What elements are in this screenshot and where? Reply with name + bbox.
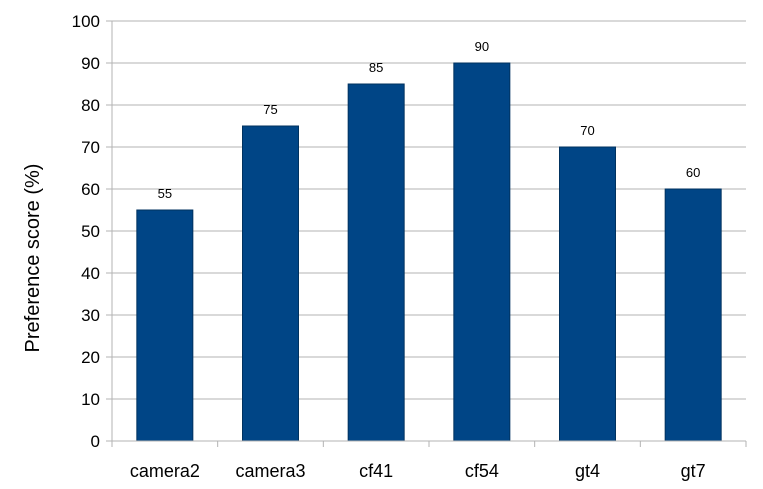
data-label-camera3: 75 [263,102,277,117]
bar-cf41 [347,83,405,442]
bar-camera3 [242,125,299,442]
axes [106,20,747,447]
x-tick-label-cf41: cf41 [359,461,393,481]
y-tick-labels: 0 10 20 30 40 50 60 70 80 90 100 [72,12,100,451]
y-tick-label: 60 [81,180,100,199]
bar-gt4 [559,146,616,442]
y-tick-label: 90 [81,54,100,73]
x-tick-label-cf54: cf54 [465,461,499,481]
y-tick-label: 40 [81,264,100,283]
x-tick-label-gt4: gt4 [575,461,600,481]
data-label-camera2: 55 [158,186,172,201]
bar-cf54 [453,62,511,442]
data-label-gt7: 60 [686,165,700,180]
x-tick-label-camera3: camera3 [235,461,305,481]
y-tick-label: 80 [81,96,100,115]
x-tick-labels: camera2 camera3 cf41 cf54 gt4 gt7 [130,461,706,481]
gridlines [112,20,746,400]
bar-gt7 [664,188,722,442]
x-tick-label-camera2: camera2 [130,461,200,481]
y-tick-label: 20 [81,348,100,367]
data-label-cf54: 90 [475,39,489,54]
y-tick-label: 50 [81,222,100,241]
data-label-cf41: 85 [369,60,383,75]
data-labels: 55 75 85 90 70 60 [158,39,701,201]
y-tick-label: 70 [81,138,100,157]
bar-camera2 [136,209,194,442]
y-tick-label: 10 [81,390,100,409]
y-tick-label: 30 [81,306,100,325]
y-tick-label: 0 [91,432,100,451]
y-axis-label: Preference score (%) [22,164,44,353]
y-tick-label: 100 [72,12,100,31]
bars [136,62,722,442]
data-label-gt4: 70 [580,123,594,138]
x-tick-label-gt7: gt7 [681,461,706,481]
